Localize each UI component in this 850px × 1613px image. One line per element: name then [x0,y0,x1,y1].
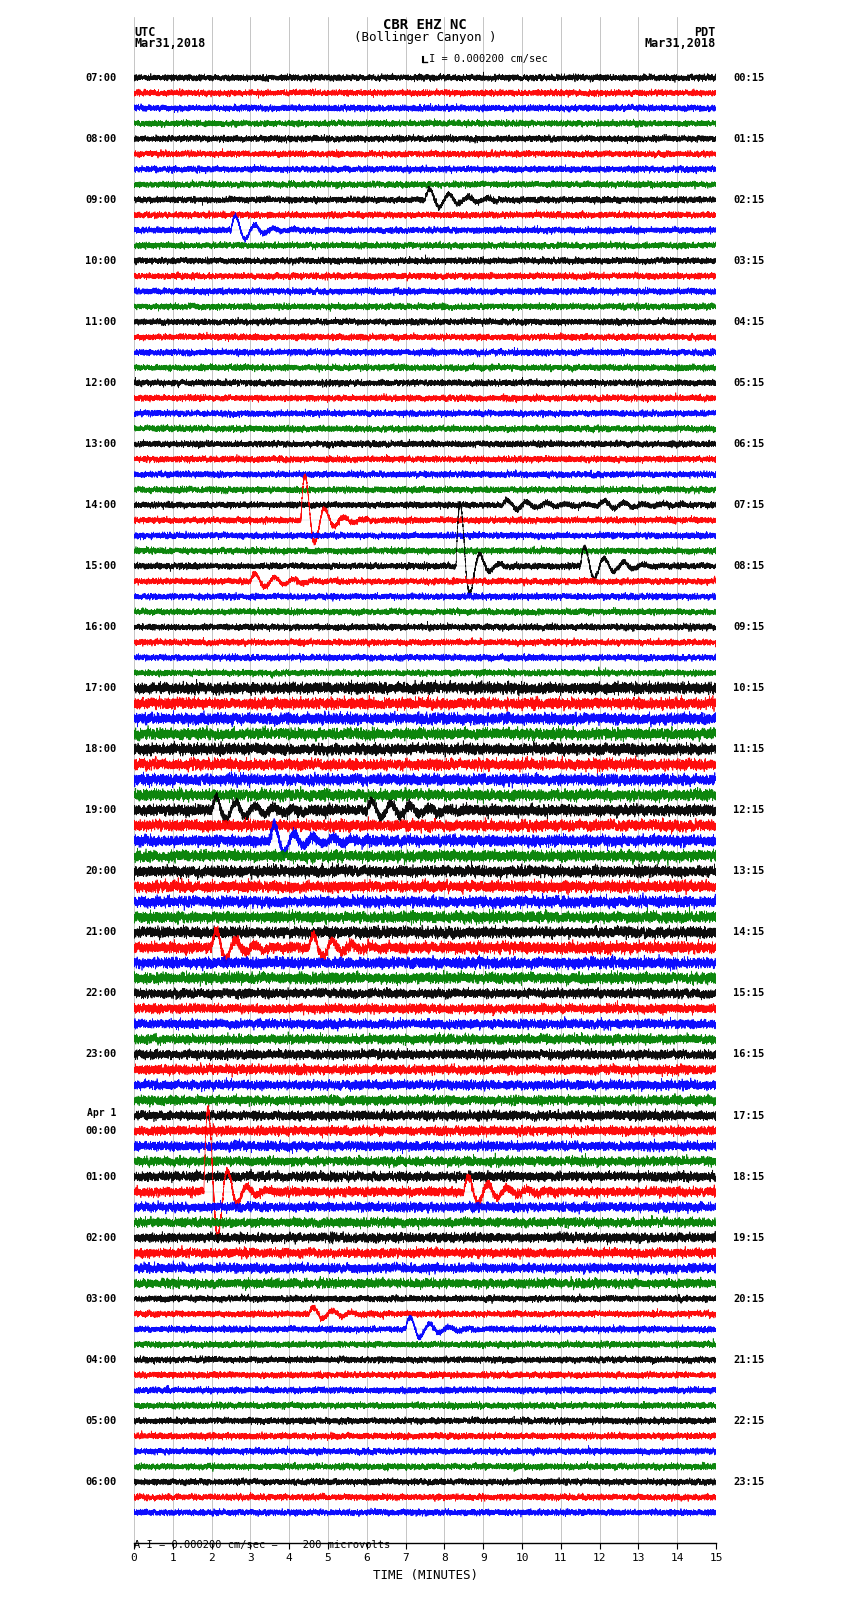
Text: 04:15: 04:15 [734,316,765,327]
Text: 02:00: 02:00 [85,1232,116,1242]
Text: 08:15: 08:15 [734,561,765,571]
Text: 05:15: 05:15 [734,377,765,387]
Text: 09:00: 09:00 [85,195,116,205]
Text: 11:15: 11:15 [734,744,765,755]
Text: 08:00: 08:00 [85,134,116,144]
Text: 01:15: 01:15 [734,134,765,144]
Text: 13:15: 13:15 [734,866,765,876]
Text: I = 0.000200 cm/sec: I = 0.000200 cm/sec [429,55,547,65]
Text: 00:15: 00:15 [734,73,765,82]
Text: 03:15: 03:15 [734,256,765,266]
Text: CBR EHZ NC: CBR EHZ NC [383,18,467,32]
Text: 00:00: 00:00 [85,1126,116,1136]
Text: 16:00: 16:00 [85,623,116,632]
Text: 16:15: 16:15 [734,1050,765,1060]
Text: 15:00: 15:00 [85,561,116,571]
Text: 12:15: 12:15 [734,805,765,815]
X-axis label: TIME (MINUTES): TIME (MINUTES) [372,1569,478,1582]
Text: Mar31,2018: Mar31,2018 [134,37,205,50]
Text: 21:00: 21:00 [85,927,116,937]
Text: 22:15: 22:15 [734,1416,765,1426]
Text: 22:00: 22:00 [85,989,116,998]
Text: 09:15: 09:15 [734,623,765,632]
Text: 15:15: 15:15 [734,989,765,998]
Text: A I = 0.000200 cm/sec =    200 microvolts: A I = 0.000200 cm/sec = 200 microvolts [134,1540,390,1550]
Text: 13:00: 13:00 [85,439,116,448]
Text: 23:00: 23:00 [85,1050,116,1060]
Text: 01:00: 01:00 [85,1171,116,1182]
Text: 07:15: 07:15 [734,500,765,510]
Text: 20:00: 20:00 [85,866,116,876]
Text: 19:15: 19:15 [734,1232,765,1242]
Text: Mar31,2018: Mar31,2018 [645,37,716,50]
Text: Apr 1: Apr 1 [88,1108,116,1118]
Text: 06:00: 06:00 [85,1478,116,1487]
Text: 14:00: 14:00 [85,500,116,510]
Text: 05:00: 05:00 [85,1416,116,1426]
Text: 18:15: 18:15 [734,1171,765,1182]
Text: 21:15: 21:15 [734,1355,765,1365]
Text: 02:15: 02:15 [734,195,765,205]
Text: 10:15: 10:15 [734,684,765,694]
Text: 17:00: 17:00 [85,684,116,694]
Text: 23:15: 23:15 [734,1478,765,1487]
Text: 11:00: 11:00 [85,316,116,327]
Text: 07:00: 07:00 [85,73,116,82]
Text: 04:00: 04:00 [85,1355,116,1365]
Text: 19:00: 19:00 [85,805,116,815]
Text: 06:15: 06:15 [734,439,765,448]
Text: 20:15: 20:15 [734,1294,765,1303]
Text: 12:00: 12:00 [85,377,116,387]
Text: 18:00: 18:00 [85,744,116,755]
Text: 03:00: 03:00 [85,1294,116,1303]
Text: PDT: PDT [694,26,716,39]
Text: 17:15: 17:15 [734,1110,765,1121]
Text: UTC: UTC [134,26,156,39]
Text: 14:15: 14:15 [734,927,765,937]
Text: 10:00: 10:00 [85,256,116,266]
Text: (Bollinger Canyon ): (Bollinger Canyon ) [354,31,496,44]
